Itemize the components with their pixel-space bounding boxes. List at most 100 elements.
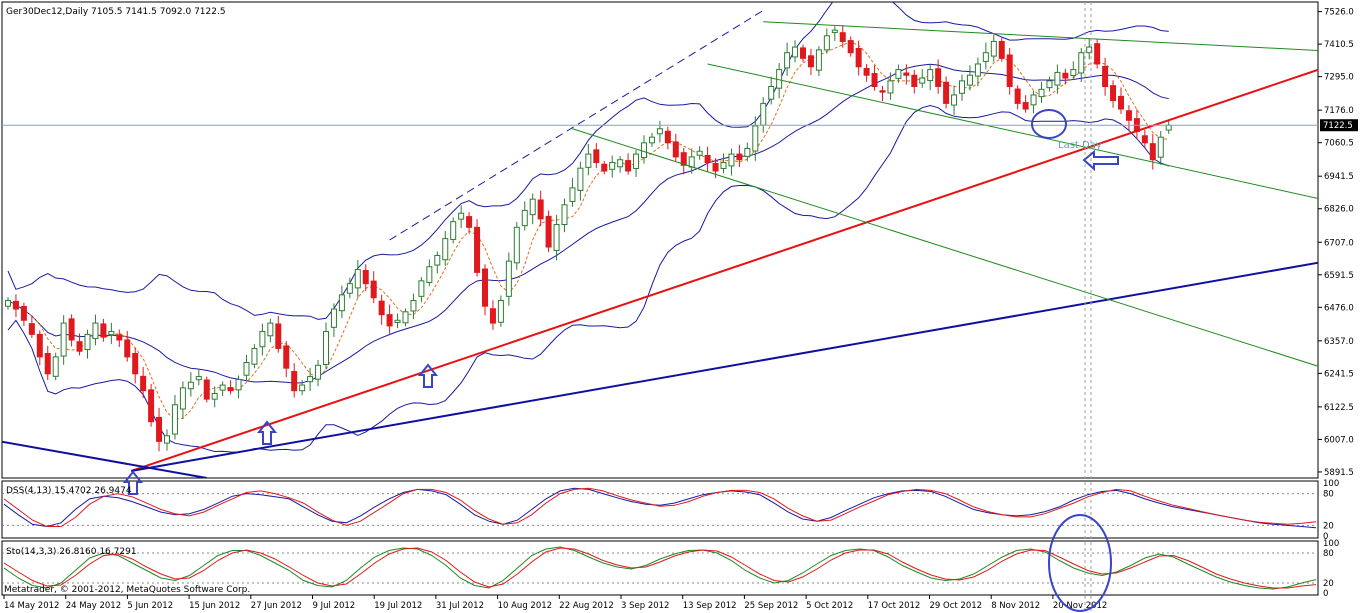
candle-body (235, 378, 242, 391)
candle-body (299, 384, 306, 392)
candle-body (1046, 80, 1053, 89)
candle-body (346, 283, 353, 294)
oscillator-tick-label: 0 (1323, 532, 1328, 542)
candle-body (148, 389, 155, 423)
candle-body (935, 68, 942, 87)
candle-body (1125, 110, 1132, 121)
date-tick-label: 20 Nov 2012 (1053, 601, 1107, 611)
candle-body (919, 77, 926, 84)
symbol-header: Ger30Dec12,Daily 7105.5 7141.5 7092.0 71… (6, 7, 226, 17)
candle-body (140, 375, 147, 392)
candle-body (1149, 143, 1156, 161)
channel-dashed-line (389, 10, 764, 241)
blue-uptrend-line (131, 261, 1318, 472)
candle-body (219, 384, 226, 391)
stoch-label: Sto(14,3,3) 26.8160 16.7291 (6, 547, 137, 557)
candle-body (1038, 88, 1045, 98)
candle-body (982, 52, 989, 62)
candle-body (561, 204, 568, 226)
candle-body (1118, 95, 1124, 110)
candle-body (800, 47, 806, 59)
candle-body (672, 141, 679, 158)
candle-body (1165, 124, 1172, 131)
candle-body (52, 356, 59, 377)
candle-body (601, 163, 608, 172)
price-tick-label: 6476.0 (1324, 303, 1354, 313)
date-tick-label: 13 Sep 2012 (683, 601, 737, 611)
date-tick-label: 14 May 2012 (4, 601, 59, 611)
green-downtrend-line (572, 128, 1318, 367)
candle-body (943, 81, 950, 104)
candle-body (625, 160, 632, 172)
candle-body (545, 215, 552, 248)
candle-body (792, 46, 799, 58)
date-tick-label: 10 Aug 2012 (498, 601, 552, 611)
candle-body (569, 187, 576, 202)
candle-body (275, 323, 282, 349)
price-plot-area (2, 2, 1318, 478)
date-tick-label: 5 Oct 2012 (806, 601, 853, 611)
candle-body (959, 80, 965, 94)
candle-body (394, 319, 401, 324)
candle-body (108, 331, 115, 336)
candle-body (378, 300, 385, 316)
oscillator-main-line (3, 487, 1317, 529)
candle-body (68, 318, 75, 341)
candle-body (370, 280, 377, 299)
candle-body (1070, 69, 1077, 77)
candle-body (1141, 135, 1148, 144)
current-price-label: 7122.5 (1323, 121, 1353, 131)
candle-body (998, 40, 1005, 59)
candle-body (60, 322, 67, 357)
price-tick-label: 6826.0 (1324, 205, 1354, 215)
candle-body (1102, 65, 1109, 87)
date-tick-label: 31 Jul 2012 (436, 601, 484, 611)
dss-label: DSS(4,13) 15.4702 26.9474 (6, 486, 132, 496)
highlight-ellipse (1031, 109, 1067, 139)
price-tick-label: 6707.0 (1324, 238, 1354, 248)
candle-body (36, 333, 43, 358)
candle-body (338, 294, 345, 312)
stoch-plot-area (2, 546, 1318, 590)
price-tick-label: 6122.5 (1324, 403, 1354, 413)
candle-body (84, 333, 91, 351)
date-tick-label: 19 Jul 2012 (374, 601, 422, 611)
candle-body (696, 150, 703, 156)
candle-body (330, 308, 337, 328)
oscillator-main-line (3, 546, 1317, 590)
copyright-text: Metatrader, © 2001-2012, MetaQuotes Soft… (4, 585, 250, 595)
price-tick-label: 5891.5 (1324, 468, 1354, 478)
candle-body (513, 226, 520, 264)
candle-body (28, 323, 35, 335)
candle-body (362, 269, 369, 285)
oscillator-tick-label: 100 (1323, 539, 1339, 549)
up-arrow-icon (122, 470, 144, 495)
candle-body (577, 167, 584, 191)
candle-body (1110, 85, 1117, 102)
candle-body (760, 102, 767, 126)
candle-body (815, 49, 822, 71)
price-tick-label: 7295.0 (1324, 73, 1354, 83)
candle-body (656, 128, 663, 135)
candle-body (410, 300, 417, 312)
candle-body (704, 155, 711, 164)
date-tick-label: 5 Jun 2012 (127, 601, 173, 611)
candle-body (903, 72, 910, 76)
candle-body (609, 162, 616, 170)
candle-body (688, 156, 695, 168)
candle-body (211, 393, 218, 400)
candle-body (1014, 88, 1021, 104)
candle-body (450, 221, 457, 240)
oscillator-tick-label: 80 (1323, 549, 1334, 559)
candle-body (44, 353, 51, 375)
annotations (122, 2, 1119, 613)
candle-body (807, 55, 814, 68)
date-tick-label: 27 Jun 2012 (251, 601, 302, 611)
candle-body (895, 69, 902, 79)
candle-body (171, 404, 178, 435)
candle-body (736, 153, 743, 161)
candle-body (92, 322, 99, 340)
candle-body (617, 159, 624, 168)
candle-body (259, 331, 266, 348)
